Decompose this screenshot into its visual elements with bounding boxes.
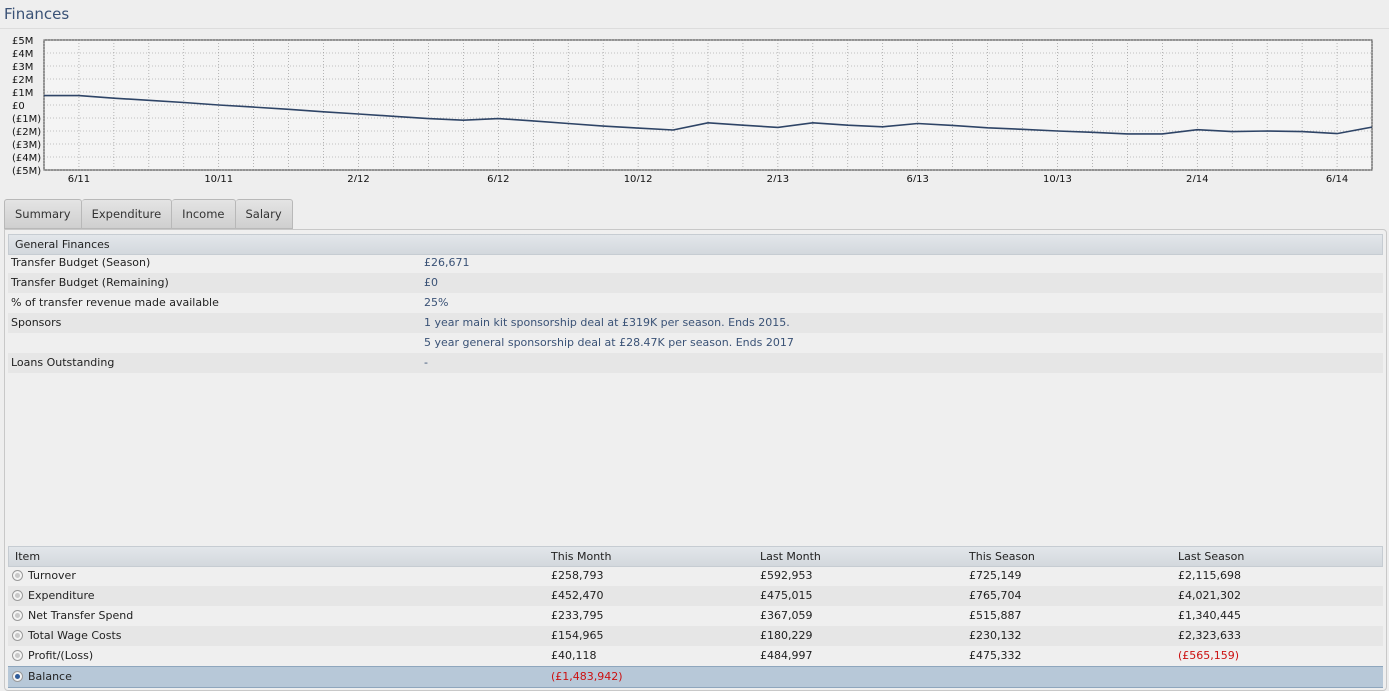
items-table-header: Item This Month Last Month This Season L… <box>8 546 1383 567</box>
row-radio[interactable] <box>12 671 23 682</box>
row-radio[interactable] <box>12 630 23 641</box>
this-season: £475,332 <box>969 649 1022 662</box>
gf-label: Transfer Budget (Remaining) <box>11 276 169 289</box>
last-month: £367,059 <box>760 609 813 622</box>
chart-x-tick-label: 2/13 <box>767 174 789 182</box>
last-month: £592,953 <box>760 569 813 582</box>
chart-y-tick-label: (£5M) <box>12 166 41 177</box>
chart-y-tick-label: (£1M) <box>12 114 41 125</box>
gf-row: Sponsors 1 year main kit sponsorship dea… <box>8 313 1383 333</box>
this-season: £725,149 <box>969 569 1022 582</box>
tab-summary[interactable]: Summary <box>4 199 82 229</box>
col-header-this-season[interactable]: This Season <box>969 550 1035 563</box>
chart-y-axis: £5M £4M £3M £2M £1M £0 (£1M) (£2M) (£3M) (£4M) (£5… <box>12 36 41 177</box>
table-row-turnover[interactable]: Turnover £258,793 £592,953 £725,149 £2,1… <box>8 566 1383 586</box>
last-season: (£565,159) <box>1178 649 1240 662</box>
chart-x-tick-label: 2/12 <box>347 174 369 182</box>
item-name: Turnover <box>28 569 76 582</box>
last-season: £2,323,633 <box>1178 629 1241 642</box>
chart-x-tick-label: 10/13 <box>1043 174 1072 182</box>
last-season: £1,340,445 <box>1178 609 1241 622</box>
chart-y-tick-label: £4M <box>12 49 33 60</box>
chart-y-tick-label: £3M <box>12 62 33 73</box>
col-header-item[interactable]: Item <box>15 550 41 563</box>
table-row-net-transfer-spend[interactable]: Net Transfer Spend £233,795 £367,059 £51… <box>8 606 1383 626</box>
table-row-profit-loss[interactable]: Profit/(Loss) £40,118 £484,997 £475,332 … <box>8 646 1383 666</box>
tab-salary[interactable]: Salary <box>235 199 293 229</box>
chart-x-tick-label: 6/13 <box>906 174 928 182</box>
table-row-expenditure[interactable]: Expenditure £452,470 £475,015 £765,704 £… <box>8 586 1383 606</box>
gf-value: 25% <box>424 296 449 309</box>
this-month: £40,118 <box>551 649 597 662</box>
page-title: Finances <box>4 5 70 23</box>
gf-label: % of transfer revenue made available <box>11 296 219 309</box>
gf-value: £0 <box>424 276 438 289</box>
this-month: £233,795 <box>551 609 604 622</box>
title-divider <box>0 28 1389 29</box>
summary-panel: General Finances Transfer Budget (Season… <box>4 229 1387 691</box>
gf-label: Sponsors <box>11 316 62 329</box>
this-month: £258,793 <box>551 569 604 582</box>
this-month: £154,965 <box>551 629 604 642</box>
gf-label: Loans Outstanding <box>11 356 115 369</box>
col-header-last-month[interactable]: Last Month <box>760 550 821 563</box>
item-name: Expenditure <box>28 589 95 602</box>
chart-y-tick-label: £0 <box>12 101 25 112</box>
last-month: £180,229 <box>760 629 813 642</box>
gf-value: - <box>424 356 428 369</box>
chart-y-tick-label: £1M <box>12 88 33 99</box>
chart-y-tick-label: (£3M) <box>12 140 41 151</box>
chart-x-tick-label: 10/11 <box>204 174 233 182</box>
this-season: £515,887 <box>969 609 1022 622</box>
table-row-balance[interactable]: Balance (£1,483,942) <box>8 666 1383 688</box>
gf-row: Transfer Budget (Season) £26,671 <box>8 253 1383 273</box>
last-season: £2,115,698 <box>1178 569 1241 582</box>
row-radio[interactable] <box>12 650 23 661</box>
gf-row: % of transfer revenue made available 25% <box>8 293 1383 313</box>
chart-series <box>44 94 1373 135</box>
col-header-this-month[interactable]: This Month <box>551 550 612 563</box>
chart-y-tick-label: £2M <box>12 75 33 86</box>
this-season: £765,704 <box>969 589 1022 602</box>
finance-tabs: Summary Expenditure Income Salary <box>4 199 293 229</box>
chart-x-tick-label: 6/12 <box>487 174 509 182</box>
row-radio[interactable] <box>12 610 23 621</box>
table-row-total-wage-costs[interactable]: Total Wage Costs £154,965 £180,229 £230,… <box>8 626 1383 646</box>
item-name: Profit/(Loss) <box>28 649 94 662</box>
gf-row: Transfer Budget (Remaining) £0 <box>8 273 1383 293</box>
this-month: £452,470 <box>551 589 604 602</box>
item-name: Net Transfer Spend <box>28 609 134 622</box>
tab-expenditure[interactable]: Expenditure <box>81 199 173 229</box>
gf-value: 5 year general sponsorship deal at £28.4… <box>424 336 794 349</box>
last-season: £4,021,302 <box>1178 589 1241 602</box>
last-month: £484,997 <box>760 649 813 662</box>
gf-row: Loans Outstanding - <box>8 353 1383 373</box>
item-name: Total Wage Costs <box>28 629 122 642</box>
tab-income[interactable]: Income <box>172 199 236 229</box>
chart-x-tick-label: 2/14 <box>1186 174 1208 182</box>
chart-y-tick-label: (£4M) <box>12 153 41 164</box>
row-radio[interactable] <box>12 570 23 581</box>
chart-y-tick-label: (£2M) <box>12 127 41 138</box>
chart-x-tick-label: 6/14 <box>1326 174 1348 182</box>
balance-chart: £5M £4M £3M £2M £1M £0 (£1M) (£2M) (£3M) (£4M) (£5… <box>12 36 1373 182</box>
gf-value: 1 year main kit sponsorship deal at £319… <box>424 316 790 329</box>
this-season: £230,132 <box>969 629 1022 642</box>
chart-grid <box>43 39 1373 171</box>
this-month: (£1,483,942) <box>551 670 623 683</box>
col-header-last-season[interactable]: Last Season <box>1178 550 1245 563</box>
chart-series-line <box>44 94 1373 135</box>
chart-x-tick-label: 10/12 <box>624 174 653 182</box>
chart-x-axis: 6/11 10/11 2/12 6/12 10/12 2/13 6/13 10/13 2/14 6… <box>68 174 1349 182</box>
general-finances-heading: General Finances <box>8 234 1383 255</box>
gf-row: 5 year general sponsorship deal at £28.4… <box>8 333 1383 353</box>
last-month: £475,015 <box>760 589 813 602</box>
gf-value: £26,671 <box>424 256 470 269</box>
item-name: Balance <box>28 670 72 683</box>
gf-label: Transfer Budget (Season) <box>11 256 151 269</box>
chart-x-tick-label: 6/11 <box>68 174 90 182</box>
row-radio[interactable] <box>12 590 23 601</box>
chart-y-tick-label: £5M <box>12 36 33 47</box>
